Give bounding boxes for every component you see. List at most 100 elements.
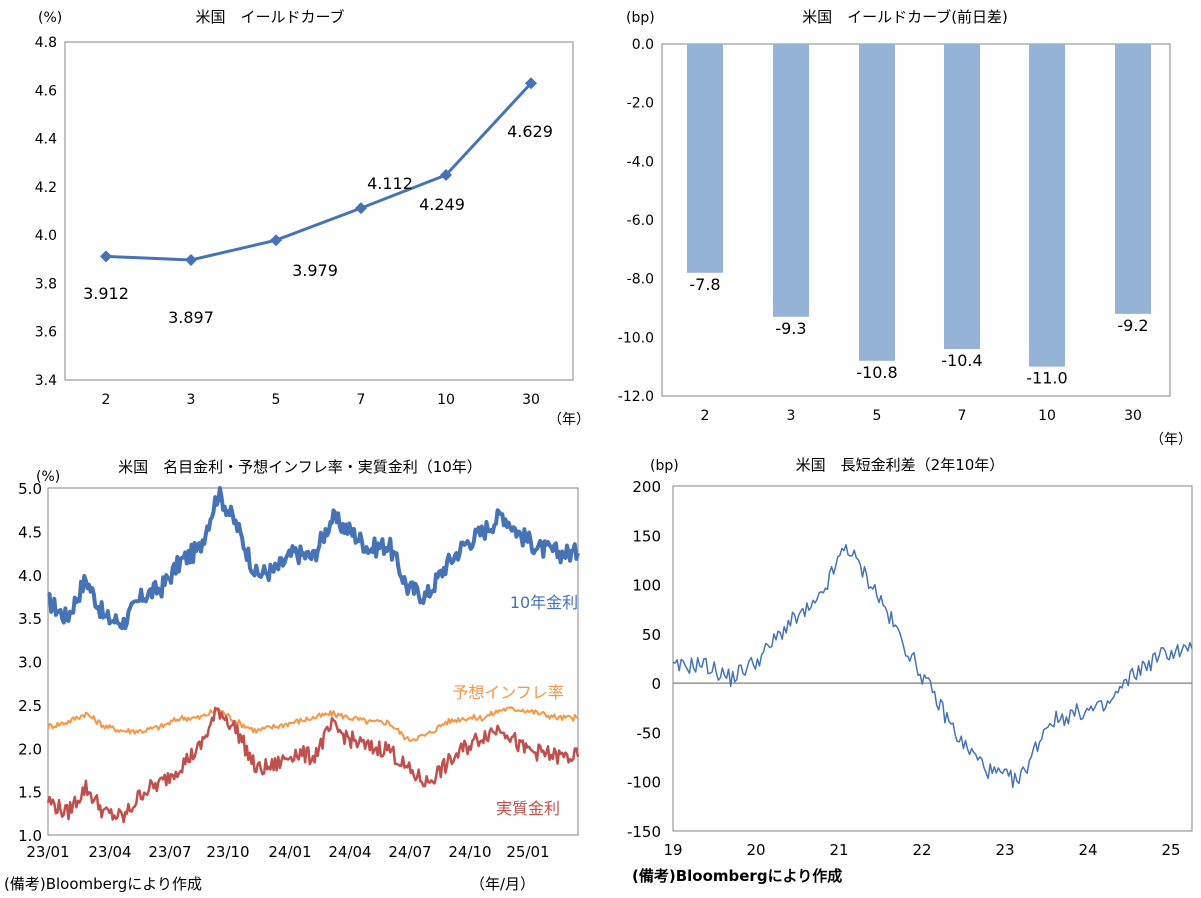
yield-change-x-tick: 30 (1124, 408, 1142, 424)
yield-curve-y-ticks: 3.4 3.6 3.8 4.0 4.2 4.4 4.6 4.8 (35, 35, 57, 389)
real-rate-series-label: 10年金利 (510, 593, 578, 612)
yield-curve-plot-area (64, 41, 574, 381)
real-rate-series-label: 実質金利 (496, 799, 560, 818)
spread-y-unit: (bp) (650, 458, 679, 474)
real-rate-y-tick: 5.0 (18, 480, 42, 498)
real-rate-x-tick: 24/04 (328, 843, 371, 861)
spread-y-tick: 200 (632, 478, 661, 496)
real-rate-y-unit: (%) (36, 469, 60, 485)
yield-curve-data-labels: 3.912 3.897 3.979 4.112 4.249 4.629 (83, 122, 553, 327)
spread-title: 米国 長短金利差（2年10年） (796, 456, 1005, 474)
yield-change-data-label: -9.2 (1117, 316, 1148, 335)
spread-x-tick: 20 (746, 841, 765, 859)
yield-curve-y-tick: 4.2 (35, 180, 57, 196)
yield-change-y-tick: -8.0 (627, 272, 654, 288)
yield-curve-y-tick: 4.4 (35, 132, 57, 148)
yield-change-title: 米国 イールドカーブ(前日差) (802, 8, 1008, 26)
yield-change-plot-area (661, 43, 1171, 397)
yield-change-y-unit: (bp) (626, 10, 655, 26)
yield-curve-x-tick: 5 (272, 392, 281, 408)
yield-change-x-tick: 3 (787, 408, 796, 424)
yield-curve-y-tick: 4.6 (35, 83, 57, 99)
spread-line (672, 543, 1193, 789)
yield-change-y-tick: -10.0 (618, 330, 654, 346)
yield-curve-point (185, 254, 197, 267)
yield-curve-point (355, 202, 367, 215)
yield-change-y-tick: -6.0 (627, 213, 654, 229)
yield-change-y-tick: -2.0 (627, 96, 654, 112)
yield-curve-y-tick: 3.6 (35, 325, 57, 341)
spread-lines (672, 543, 1193, 789)
yield-change-x-tick: 10 (1038, 408, 1056, 424)
yield-change-data-label: -9.3 (775, 319, 806, 338)
real-rate-x-tick: 23/04 (88, 843, 131, 861)
spread-chart: 米国 長短金利差（2年10年） (bp) (備考)Bloombergにより作成 … (627, 456, 1193, 885)
spread-source-note: (備考)Bloombergにより作成 (632, 867, 842, 885)
real-rate-series-line (47, 706, 579, 742)
yield-curve-x-tick: 7 (357, 392, 366, 408)
yield-change-y-tick: -4.0 (627, 154, 654, 170)
real-rate-x-ticks: 23/01 23/04 23/07 23/10 24/01 24/04 24/07 24/10… (26, 843, 549, 861)
yield-curve-chart: 米国 イールドカーブ (%) （年） 3.4 3.6 3.8 4.0 4.2 4.4 4.6… (35, 8, 590, 428)
yield-change-bar (1029, 44, 1065, 367)
yield-change-y-ticks: 0.0 -2.0 -4.0 -6.0 -8.0 -10.0 -12.0 (618, 37, 654, 405)
yield-curve-data-label: 4.629 (507, 122, 553, 141)
yield-curve-x-ticks: 2 3 5 7 10 30 (102, 392, 540, 408)
yield-curve-x-tick: 30 (522, 392, 540, 408)
yield-curve-point (440, 169, 452, 182)
yield-curve-x-tick: 3 (187, 392, 196, 408)
real-rate-y-tick: 3.5 (18, 610, 42, 628)
real-rate-source-note: (備考)Bloombergにより作成 (4, 875, 202, 893)
yield-curve-data-label: 3.979 (292, 261, 338, 280)
yield-curve-x-tick: 2 (102, 392, 111, 408)
spread-y-tick: 100 (632, 577, 661, 595)
yield-curve-x-unit: （年） (548, 412, 590, 428)
spread-y-ticks: 200 150 100 50 0 -50 -100 -150 (627, 478, 661, 841)
yield-curve-y-tick: 3.8 (35, 276, 57, 292)
spread-plot-area (672, 485, 1193, 832)
real-rate-x-tick: 24/10 (448, 843, 491, 861)
real-rate-y-tick: 1.0 (18, 827, 42, 845)
spread-y-tick: 150 (632, 527, 661, 545)
yield-change-x-ticks: 2 3 5 7 10 30 (701, 408, 1142, 424)
spread-x-tick: 22 (912, 841, 931, 859)
yield-curve-y-unit: (%) (38, 10, 62, 26)
real-rate-y-ticks: 1.0 1.5 2.0 2.5 3.0 3.5 4.0 4.5 5.0 (18, 480, 42, 845)
real-rate-x-tick: 23/07 (148, 843, 191, 861)
yield-change-bar (859, 44, 895, 361)
real-rate-x-unit: （年/月） (470, 875, 535, 893)
yield-change-x-unit: （年） (1150, 432, 1192, 448)
yield-curve-y-tick: 4.0 (35, 228, 57, 244)
real-rate-y-tick: 4.0 (18, 567, 42, 585)
yield-curve-x-tick: 10 (437, 392, 455, 408)
real-rate-series-label: 予想インフレ率 (452, 683, 564, 702)
real-rate-series-lines (46, 486, 580, 824)
yield-change-bar (944, 44, 980, 350)
real-rate-title: 米国 名目金利・予想インフレ率・実質金利（10年） (118, 458, 482, 476)
spread-x-tick: 19 (663, 841, 682, 859)
spread-x-tick: 21 (829, 841, 848, 859)
real-rate-y-tick: 2.0 (18, 740, 42, 758)
real-rate-series-line (46, 706, 580, 824)
spread-y-tick: 0 (651, 675, 661, 693)
real-rate-x-tick: 24/07 (388, 843, 431, 861)
spread-x-tick: 24 (1078, 841, 1097, 859)
spread-y-tick: -150 (627, 823, 661, 841)
real-rate-chart: 米国 名目金利・予想インフレ率・実質金利（10年） (%) （年/月） (備考)… (4, 458, 580, 893)
yield-change-chart: 米国 イールドカーブ(前日差) (bp) （年） 0.0 -2.0 -4.0 -6.0… (618, 8, 1192, 448)
yield-change-y-tick: 0.0 (632, 37, 654, 53)
yield-curve-point (525, 77, 537, 90)
yield-change-data-label: -10.8 (856, 363, 897, 382)
yield-curve-data-label: 4.249 (419, 195, 465, 214)
yield-change-bars (687, 44, 1151, 367)
yield-curve-title: 米国 イールドカーブ (195, 8, 344, 26)
spread-x-tick: 23 (995, 841, 1014, 859)
yield-change-x-tick: 5 (873, 408, 882, 424)
real-rate-x-tick: 25/01 (506, 843, 549, 861)
yield-change-x-tick: 7 (958, 408, 967, 424)
yield-change-data-labels: -7.8 -9.3 -10.8 -10.4 -11.0 -9.2 (689, 275, 1148, 388)
yield-curve-point (270, 234, 282, 247)
yield-change-data-label: -7.8 (689, 275, 720, 294)
